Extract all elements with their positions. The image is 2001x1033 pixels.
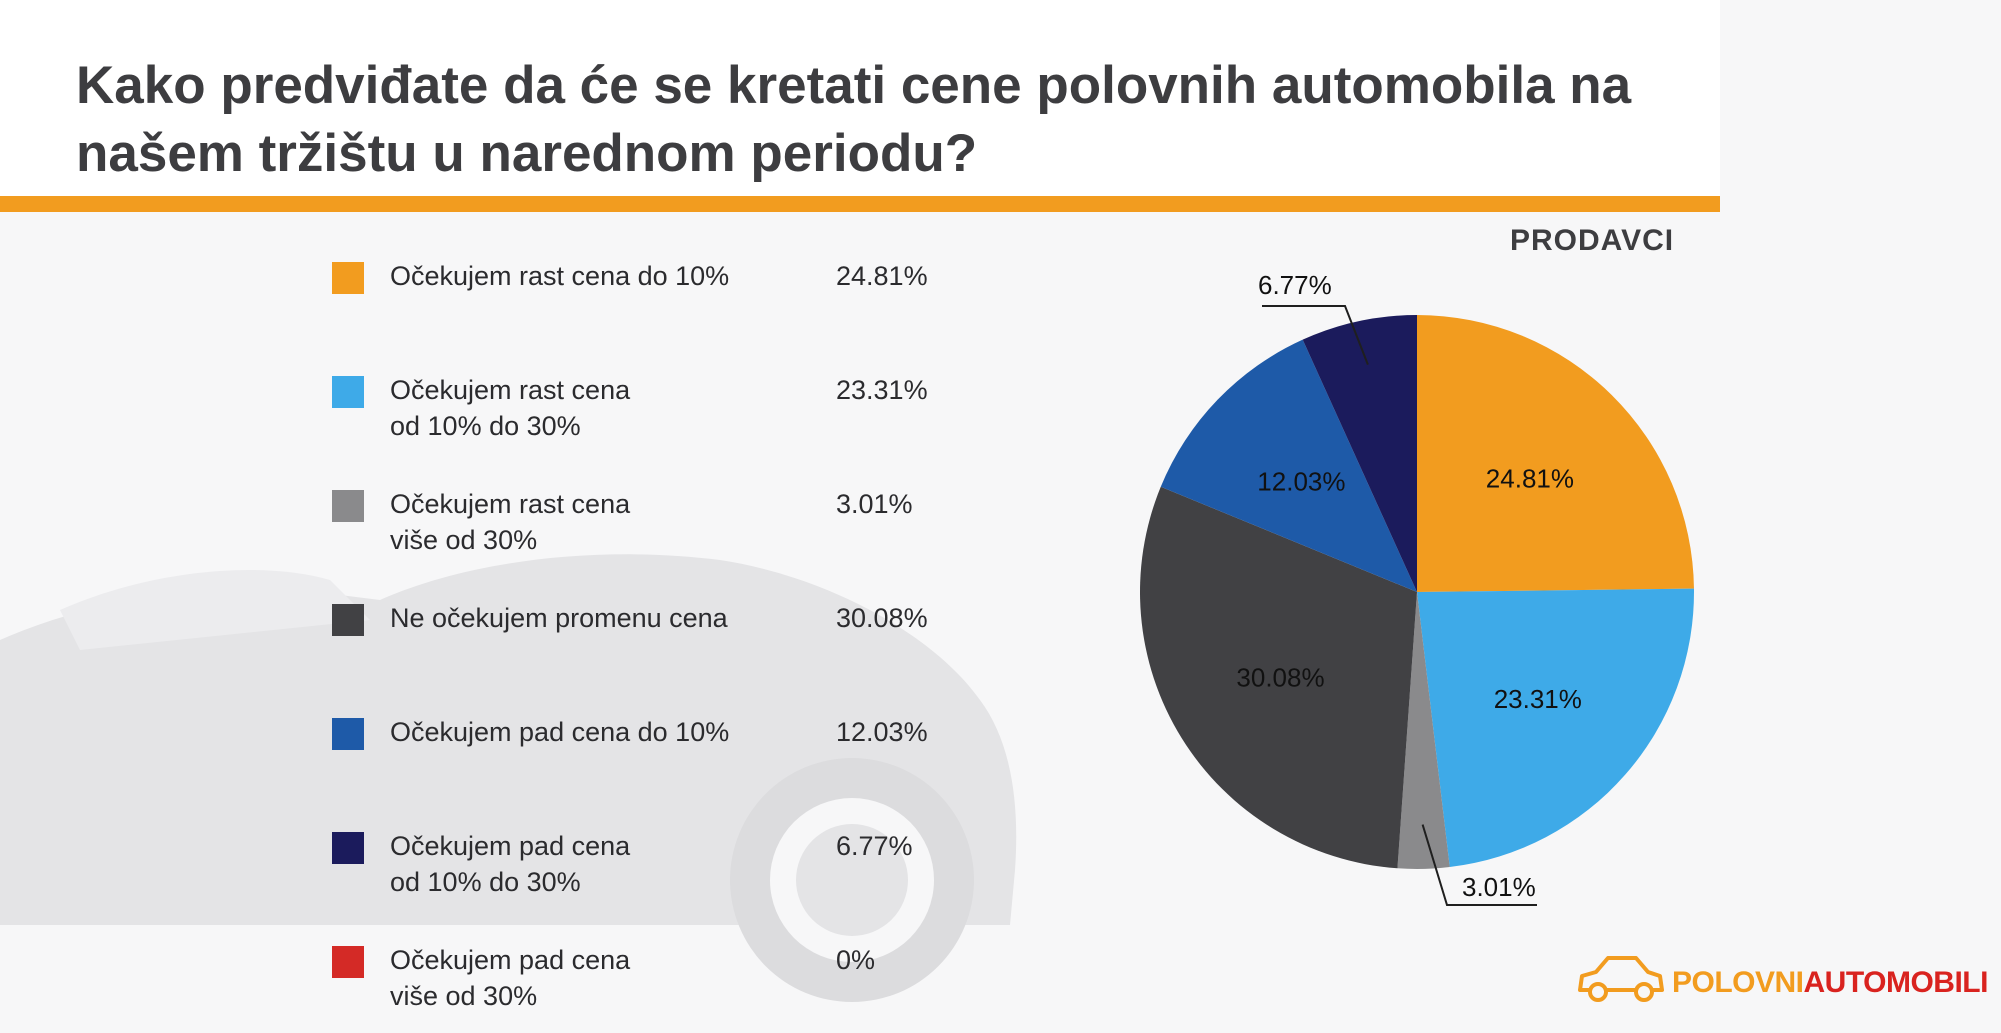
- chart-title: Kako predviđate da će se kretati cene po…: [76, 56, 1632, 183]
- legend-item-pad-vise-30: Očekujem pad cena više od 30% 0%: [332, 942, 952, 1032]
- legend-item-rast-do-10: Očekujem rast cena do 10% 24.81%: [332, 258, 952, 348]
- legend-value: 6.77%: [836, 831, 913, 861]
- brand-logo: POLOVNIAUTOMOBILI: [1574, 950, 1988, 1006]
- legend-item-rast-10-30: Očekujem rast cena od 10% do 30% 23.31%: [332, 372, 952, 462]
- legend-value: 0%: [836, 945, 876, 975]
- legend-value: 23.31%: [836, 375, 928, 405]
- pie-subtitle: PRODAVCI: [1510, 224, 1675, 257]
- legend-swatch: [332, 604, 364, 636]
- logo-text-part2: AUTOMOBILI: [1803, 966, 1989, 999]
- pie-leader-line: [1262, 305, 1369, 365]
- legend-label: Ne očekujem promenu cena: [390, 603, 728, 633]
- legend-label: Očekujem rast cena od 10% do 30%: [390, 375, 631, 441]
- pie-data-label: 30.08%: [1236, 663, 1324, 693]
- legend-item-pad-do-10: Očekujem pad cena do 10% 12.03%: [332, 714, 952, 804]
- pie-leader-line: [1421, 824, 1537, 906]
- legend-item-pad-10-30: Očekujem pad cena od 10% do 30% 6.77%: [332, 828, 952, 918]
- car-icon: [1578, 956, 1664, 1002]
- legend-swatch: [332, 832, 364, 864]
- pie-slice: [1417, 588, 1695, 868]
- legend-item-rast-vise-30: Očekujem rast cena više od 30% 3.01%: [332, 486, 952, 576]
- pie-slice: [1397, 592, 1450, 870]
- legend-label: Očekujem rast cena više od 30%: [390, 489, 631, 555]
- legend-swatch: [332, 946, 364, 978]
- legend-swatch: [332, 262, 364, 294]
- legend-label: Očekujem pad cena više od 30%: [390, 945, 631, 1011]
- pie-data-label: 3.01%: [1462, 872, 1536, 902]
- header: [0, 0, 1720, 205]
- orange-divider: [0, 196, 1720, 212]
- legend-value: 24.81%: [836, 261, 928, 291]
- pie-slice: [1140, 486, 1417, 869]
- logo-text: POLOVNIAUTOMOBILI: [1672, 966, 1988, 1000]
- pie-data-label: 12.03%: [1257, 466, 1345, 496]
- pie-slice: [1417, 315, 1694, 592]
- pie-slice: [1302, 315, 1417, 592]
- pie-slice: [1160, 339, 1417, 592]
- legend-label: Očekujem pad cena do 10%: [390, 717, 730, 747]
- legend-value: 3.01%: [836, 489, 913, 519]
- legend-label: Očekujem pad cena od 10% do 30%: [390, 831, 631, 897]
- legend-swatch: [332, 490, 364, 522]
- legend-value: 12.03%: [836, 717, 928, 747]
- legend-item-bez-promene: Ne očekujem promenu cena 30.08%: [332, 600, 952, 690]
- legend-swatch: [332, 376, 364, 408]
- pie-data-label: 6.77%: [1258, 270, 1332, 300]
- logo-text-part1: POLOVNI: [1672, 966, 1804, 999]
- legend-value: 30.08%: [836, 603, 928, 633]
- legend-swatch: [332, 718, 364, 750]
- pie-data-label: 23.31%: [1494, 684, 1582, 714]
- pie-data-label: 24.81%: [1486, 464, 1574, 494]
- legend-label: Očekujem rast cena do 10%: [390, 261, 730, 291]
